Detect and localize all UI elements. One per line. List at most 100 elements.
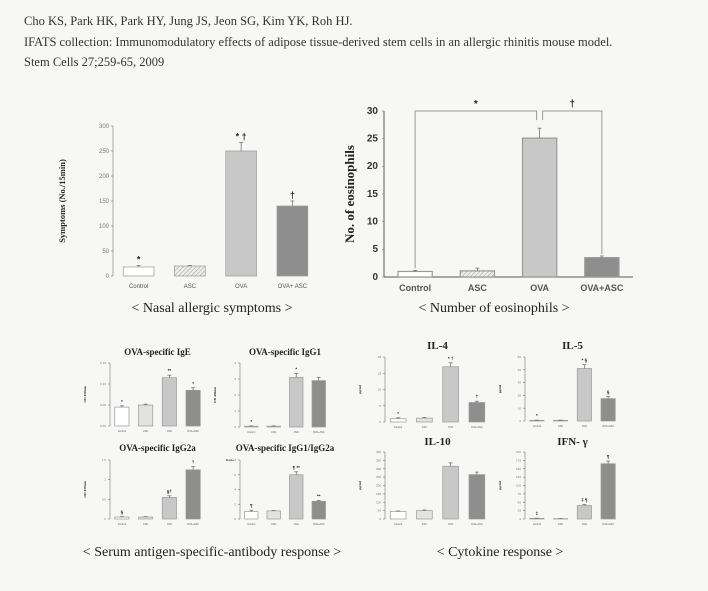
- chart-il5: 0 10 20 30 40 50 pg/ml IL-5 * Control ASC * § OVA § OV…: [498, 340, 616, 428]
- bar-control: [114, 516, 130, 520]
- y-tick-label: 8: [234, 458, 236, 462]
- x-tick-label: Control: [533, 523, 542, 526]
- y-tick-label: 50: [518, 355, 522, 359]
- chart-title: OVA-specific IgG2a: [119, 443, 196, 453]
- x-tick-label: Control: [399, 283, 431, 293]
- y-tick-label: 125: [516, 475, 521, 479]
- chart-ige: 0.00 0.05 0.10 0.15 OD 450nm OVA-specific IgE…: [83, 347, 201, 433]
- x-tick-label: OVA: [530, 283, 549, 293]
- bar-ova-asc: [311, 500, 326, 520]
- bar-control: [114, 406, 130, 427]
- y-tick-label: 0.10: [100, 382, 106, 386]
- bar-ova-asc: [600, 463, 616, 520]
- y-tick-label: 4: [234, 361, 236, 365]
- citation-authors: Cho KS, Park HK, Park HY, Jung JS, Jeon …: [24, 14, 353, 28]
- caption-antibody: < Serum antigen-specific-antibody respon…: [82, 545, 342, 560]
- bar-control: [244, 425, 259, 428]
- x-tick-label: OVA: [448, 523, 453, 526]
- x-tick-label: Control: [247, 523, 256, 526]
- chart-title: IL-5: [562, 340, 583, 352]
- chart-title: OVA-specific IgG1/IgG2a: [236, 443, 335, 453]
- y-tick-label: 5: [379, 404, 381, 408]
- y-tick-label: 50: [378, 509, 382, 513]
- x-tick-label: OVA: [448, 426, 453, 429]
- y-tick-label: 350: [376, 458, 381, 462]
- citation-journal: Stem Cells 27;259-65, 2009: [24, 55, 165, 69]
- y-tick-label: 150: [516, 467, 521, 471]
- y-tick-label: 30: [518, 381, 522, 385]
- significance-mark: †: [476, 394, 479, 399]
- y-tick-label: 0: [234, 517, 236, 521]
- y-tick-label: 4: [234, 488, 236, 492]
- chart-igg2a: 0 0.5 1 1.5 OD 450nm OVA-specific IgG2a § Contr…: [83, 443, 201, 526]
- bar-asc: [266, 510, 281, 520]
- significance-mark: *: [250, 419, 252, 424]
- y-tick-label: 150: [376, 492, 381, 496]
- y-tick-label: 30: [367, 106, 379, 117]
- x-tick-label: OVA: [167, 430, 172, 433]
- chart-eosinophils: 0 5 10 15 20 25 30 No. of eosinophils Control ASC…: [342, 99, 633, 293]
- bar-ova: [442, 465, 459, 520]
- y-tick-label: 15: [367, 189, 379, 200]
- significance-mark: * †: [236, 132, 247, 142]
- significance-mark: *: [137, 255, 141, 265]
- bar-ova-asc: [276, 205, 309, 277]
- x-tick-label: ASC: [558, 425, 563, 428]
- y-tick-label: 1.5: [102, 458, 107, 462]
- caption-cytokine: < Cytokine response >: [436, 545, 564, 560]
- bar-asc: [416, 510, 433, 520]
- y-tick-label: 0: [519, 419, 521, 423]
- x-tick-label: OVA+ASC: [187, 523, 199, 526]
- bar-ova-asc: [185, 389, 201, 427]
- caption-nasal: < Nasal allergic symptoms >: [131, 301, 293, 316]
- y-tick-label: 2: [234, 502, 236, 506]
- x-tick-label: OVA: [294, 431, 299, 434]
- x-tick-label: OVA: [235, 284, 247, 290]
- x-tick-label: OVA+ASC: [313, 431, 325, 434]
- y-tick-label: 100: [516, 484, 521, 488]
- y-tick-label: 0: [379, 420, 381, 424]
- significance-mark: **: [317, 494, 321, 499]
- caption-eosinophils: < Number of eosinophils >: [418, 301, 570, 316]
- x-tick-label: ASC: [143, 430, 148, 433]
- significance-mark: ‡ ¶: [581, 498, 588, 503]
- y-tick-label: 200: [376, 484, 381, 488]
- y-tick-label: 0: [372, 272, 378, 283]
- y-tick-label: 1: [234, 409, 236, 413]
- chart-title: IFN- γ: [557, 436, 588, 448]
- y-tick-label: 400: [376, 450, 381, 454]
- significance-mark: *: [192, 381, 194, 386]
- bar-ova: [161, 497, 177, 520]
- x-tick-label: Control: [394, 426, 403, 429]
- chart-title: OVA-specific IgG1: [249, 347, 322, 357]
- significance-mark: ‡: [536, 511, 539, 516]
- significance-mark: †: [569, 99, 575, 110]
- bar-asc: [459, 270, 496, 278]
- bar-asc: [416, 417, 433, 423]
- y-tick-label: 10: [378, 388, 382, 392]
- chart-igg1: 0 1 2 3 4 OD 450nm OVA-specific IgG1 * Control AS…: [213, 347, 326, 434]
- significance-mark: ¶ **: [293, 465, 301, 470]
- x-tick-label: OVA+ASC: [602, 523, 614, 526]
- y-tick-label: 300: [376, 467, 381, 471]
- x-tick-label: OVA+ASC: [602, 425, 614, 428]
- y-axis-label: pg/ml: [358, 385, 362, 394]
- chart-title: IL-10: [424, 436, 451, 448]
- bar-ova-asc: [584, 257, 620, 278]
- significance-bracket: [542, 110, 603, 254]
- x-tick-label: ASC: [184, 284, 197, 290]
- bar-ova: [289, 474, 304, 520]
- bar-control: [244, 511, 259, 520]
- significance-mark: *: [397, 411, 399, 416]
- y-axis-label: Ratio: [226, 458, 234, 462]
- x-tick-label: OVA: [582, 425, 587, 428]
- y-tick-label: 300: [99, 124, 110, 130]
- y-tick-label: 0: [234, 425, 236, 429]
- y-tick-label: 6: [234, 473, 236, 477]
- bar-asc: [138, 404, 154, 427]
- bar-ova-asc: [468, 402, 486, 423]
- x-tick-label: ASC: [143, 523, 148, 526]
- y-tick-label: 75: [518, 492, 522, 496]
- x-tick-label: OVA: [582, 523, 587, 526]
